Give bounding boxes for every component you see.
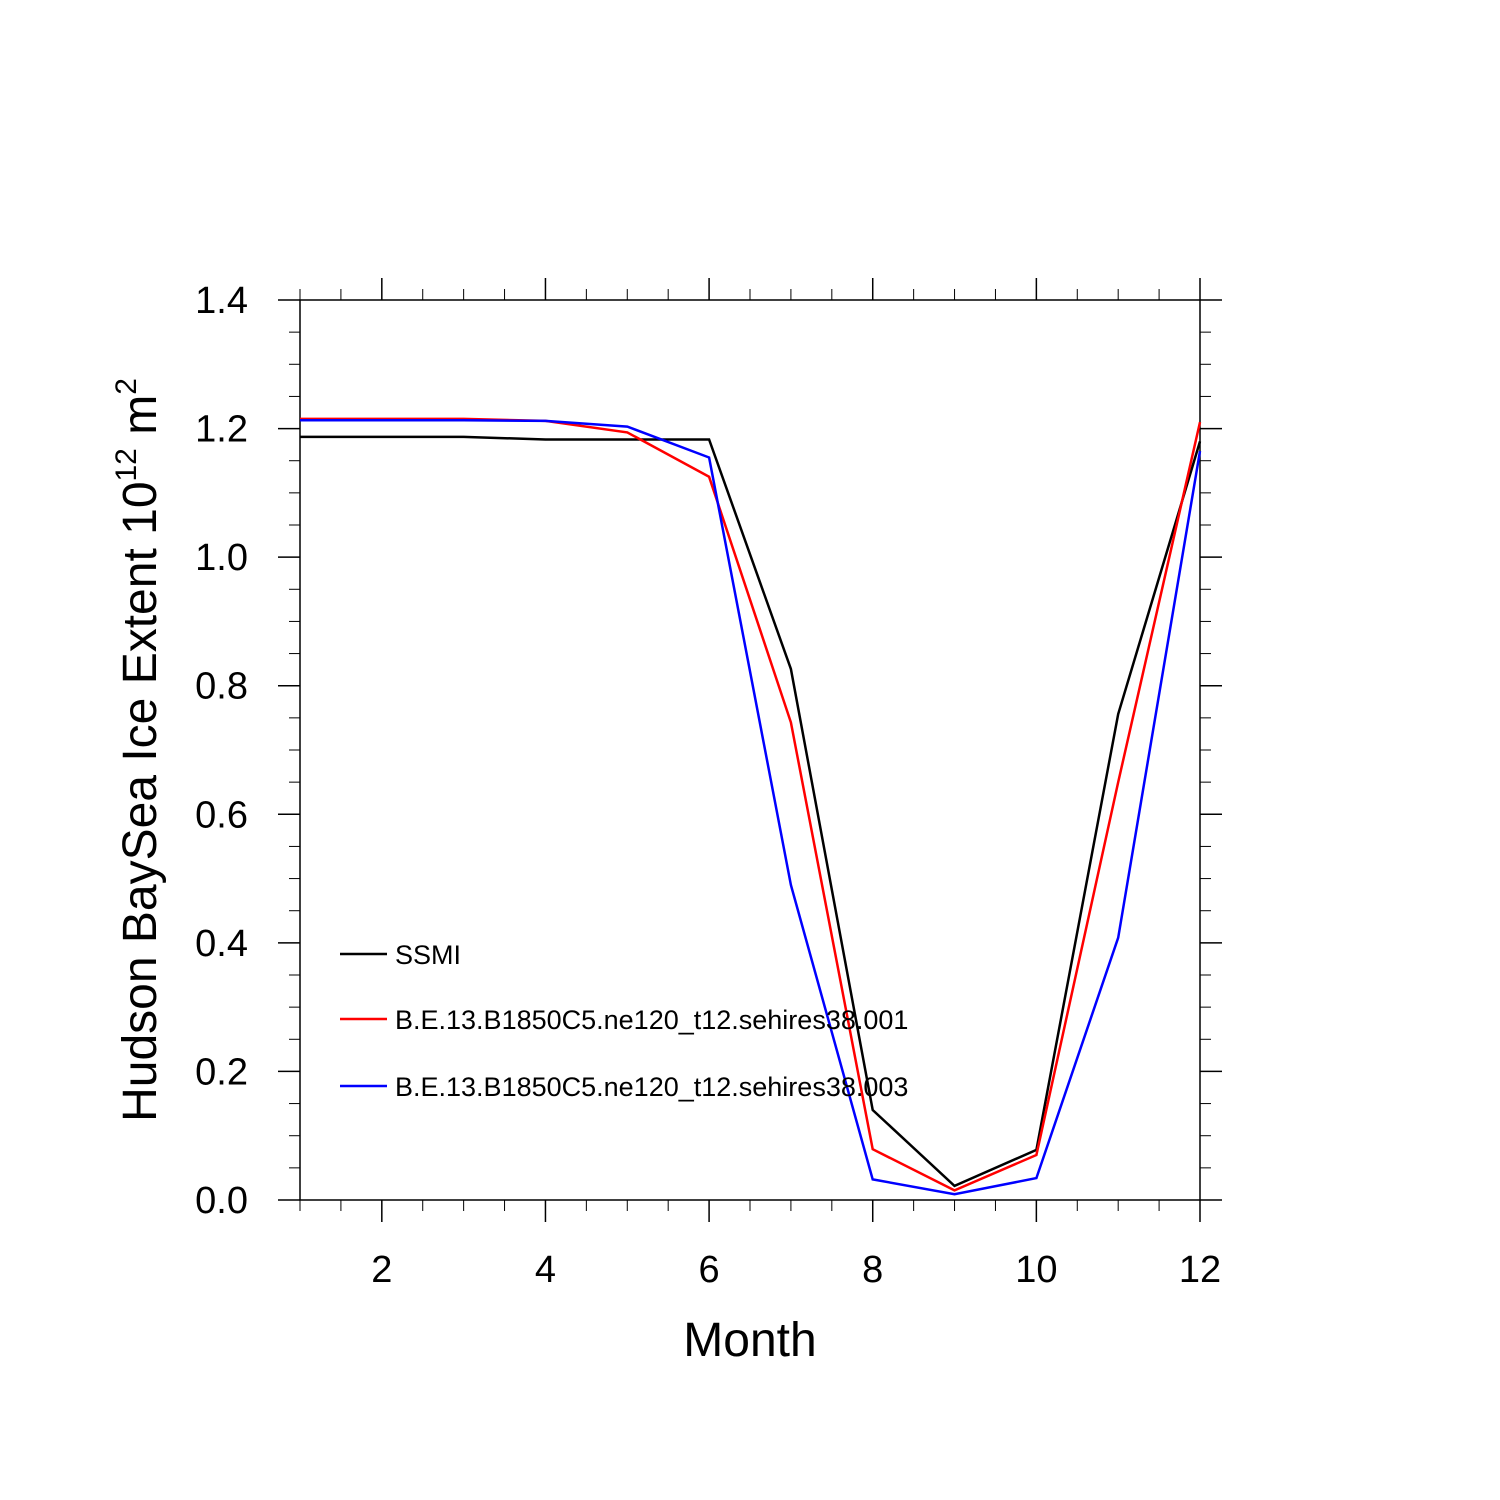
y-axis-title-unit-exponent: 2 bbox=[110, 378, 143, 395]
series-line-0 bbox=[300, 435, 1202, 1188]
legend-label-0: SSMI bbox=[395, 940, 461, 970]
y-axis-title-unit: m bbox=[114, 395, 167, 448]
y-tick-label-5: 1.0 bbox=[195, 537, 248, 579]
series-lines bbox=[300, 417, 1202, 1196]
series-line-1 bbox=[300, 417, 1202, 1192]
y-axis-title-exponent: 12 bbox=[110, 448, 143, 481]
y-tick-label-7: 1.4 bbox=[195, 280, 248, 322]
legend: SSMI B.E.13.B1850C5.ne120_t12.sehires38.0… bbox=[340, 940, 908, 1102]
plot-frame bbox=[299, 299, 1201, 1201]
x-axis-title: Month bbox=[683, 1314, 816, 1367]
legend-label-2: B.E.13.B1850C5.ne120_t12.sehires38.003 bbox=[395, 1072, 908, 1102]
y-tick-label-3: 0.6 bbox=[195, 794, 248, 836]
series-line-2 bbox=[300, 418, 1202, 1196]
x-tick-label-3: 8 bbox=[862, 1249, 883, 1291]
tick-labels: 2 4 6 8 10 12 0.0 0.2 0.4 0.6 0.8 1.0 1.2 1.4 bbox=[195, 280, 1221, 1291]
x-tick-label-0: 2 bbox=[371, 1249, 392, 1291]
y-tick-label-4: 0.8 bbox=[195, 666, 248, 708]
y-tick-label-0: 0.0 bbox=[195, 1180, 248, 1222]
legend-label-1: B.E.13.B1850C5.ne120_t12.sehires38.001 bbox=[395, 1005, 908, 1035]
x-tick-label-2: 6 bbox=[699, 1249, 720, 1291]
y-tick-label-2: 0.4 bbox=[195, 923, 248, 965]
y-axis-title: Hudson BaySea Ice Extent 1012 m2 bbox=[110, 378, 167, 1122]
x-tick-label-1: 4 bbox=[535, 1249, 556, 1291]
axis-ticks bbox=[278, 278, 1222, 1222]
x-tick-label-5: 12 bbox=[1179, 1249, 1221, 1291]
y-tick-label-1: 0.2 bbox=[195, 1051, 248, 1093]
y-tick-label-6: 1.2 bbox=[195, 409, 248, 451]
y-axis-title-main: Hudson BaySea Ice Extent 10 bbox=[114, 481, 167, 1121]
x-tick-label-4: 10 bbox=[1015, 1249, 1057, 1291]
